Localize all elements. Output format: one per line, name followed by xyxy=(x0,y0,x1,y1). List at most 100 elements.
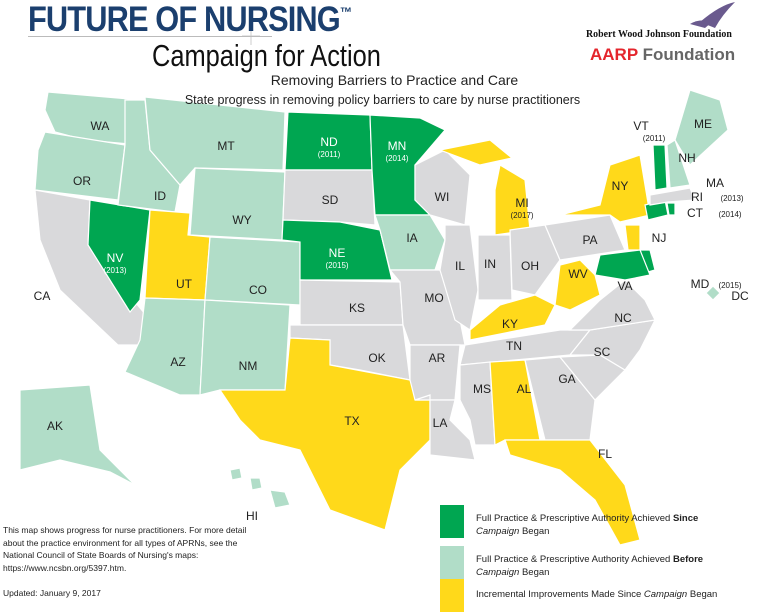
state-label-wy: WY xyxy=(232,213,251,227)
legend-label: Full Practice & Prescriptive Authority A… xyxy=(476,513,699,537)
state-label-wv: WV xyxy=(568,267,587,281)
state-label-va: VA xyxy=(617,279,632,293)
state-label-ak: AK xyxy=(47,419,63,433)
state-label-ct: CT xyxy=(687,206,704,220)
state-sd xyxy=(282,169,376,226)
state-ms xyxy=(459,361,496,446)
state-year-vt: (2011) xyxy=(643,134,666,143)
state-label-mi: MI xyxy=(515,196,528,210)
legend-item-incremental: Incremental Improvements Made Since Camp… xyxy=(440,579,717,612)
state-year-ri: (2013) xyxy=(720,194,743,203)
state-nj xyxy=(624,224,641,251)
state-nh xyxy=(666,139,691,189)
campaign-subtitle: Campaign for Action xyxy=(152,38,381,73)
state-dc xyxy=(705,285,721,301)
legend-swatch-incremental xyxy=(440,579,464,612)
state-ny xyxy=(559,154,651,223)
state-nm xyxy=(199,299,291,396)
state-ri xyxy=(666,202,676,216)
state-year-nd: (2011) xyxy=(318,150,341,159)
state-year-ne: (2015) xyxy=(325,261,348,270)
state-ga xyxy=(524,356,596,441)
state-label-mo: MO xyxy=(424,291,443,305)
legend-label: Full Practice & Prescriptive Authority A… xyxy=(476,554,704,578)
state-label-az: AZ xyxy=(170,355,185,369)
state-ne xyxy=(281,219,393,281)
legend-swatch-since xyxy=(440,505,464,538)
state-label-md: MD xyxy=(691,277,710,291)
state-label-vt: VT xyxy=(633,119,649,133)
state-nv xyxy=(87,199,151,314)
state-wy xyxy=(189,167,286,241)
state-year-mn: (2014) xyxy=(385,154,408,163)
state-oh xyxy=(509,224,561,296)
state-label-me: ME xyxy=(694,117,712,131)
aarp-foundation-logo: AARP Foundation xyxy=(590,45,736,64)
state-me xyxy=(674,89,729,166)
state-md xyxy=(594,249,651,281)
map-subheading: State progress in removing policy barrie… xyxy=(184,93,581,107)
state-label-nm: NM xyxy=(239,359,258,373)
state-ak xyxy=(19,384,136,486)
state-la xyxy=(414,394,476,461)
state-label-in: IN xyxy=(484,257,496,271)
state-label-wi: WI xyxy=(435,190,450,204)
state-hi xyxy=(229,467,291,509)
state-il xyxy=(439,224,479,331)
state-label-nv: NV xyxy=(107,251,124,265)
state-label-ca: CA xyxy=(34,289,51,303)
state-label-ks: KS xyxy=(349,301,365,315)
state-label-oh: OH xyxy=(521,259,539,273)
state-label-sd: SD xyxy=(322,193,339,207)
state-or xyxy=(34,131,126,201)
map-note: This map shows progress for nurse practi… xyxy=(3,525,247,573)
state-label-ar: AR xyxy=(429,351,446,365)
state-label-sc: SC xyxy=(594,345,611,359)
state-label-nj: NJ xyxy=(652,231,667,245)
state-label-il: IL xyxy=(455,259,465,273)
state-label-ia: IA xyxy=(406,231,417,245)
state-label-co: CO xyxy=(249,283,267,297)
state-label-ut: UT xyxy=(176,277,193,291)
legend-item-before: Full Practice & Prescriptive Authority A… xyxy=(440,546,703,579)
state-label-de: DE xyxy=(667,251,684,265)
state-vt xyxy=(652,144,668,191)
state-va xyxy=(568,279,656,331)
campaign-title: FUTURE OF NURSING™ xyxy=(28,0,352,39)
state-label-nd: ND xyxy=(320,135,338,149)
state-label-ri: RI xyxy=(691,190,703,204)
state-year-ct: (2014) xyxy=(718,210,741,219)
rwjf-logo-icon xyxy=(690,2,735,28)
state-label-al: AL xyxy=(517,382,532,396)
state-label-tx: TX xyxy=(344,414,359,428)
state-label-or: OR xyxy=(73,174,91,188)
state-label-ok: OK xyxy=(368,351,385,365)
state-label-mn: MN xyxy=(388,139,407,153)
legend-item-since: Full Practice & Prescriptive Authority A… xyxy=(440,505,698,538)
state-label-ky: KY xyxy=(502,317,518,331)
map-heading: Removing Barriers to Practice and Care xyxy=(270,72,519,88)
state-label-ms: MS xyxy=(473,382,491,396)
state-label-fl: FL xyxy=(598,447,612,461)
state-label-ga: GA xyxy=(558,372,575,386)
state-label-id: ID xyxy=(154,189,166,203)
title-divider xyxy=(28,36,272,37)
state-label-hi: HI xyxy=(246,509,258,523)
state-label-la: LA xyxy=(433,416,448,430)
state-label-mt: MT xyxy=(217,139,235,153)
state-label-tn: TN xyxy=(506,339,522,353)
state-label-pa: PA xyxy=(582,233,597,247)
state-label-ny: NY xyxy=(612,179,629,193)
state-label-nh: NH xyxy=(678,151,695,165)
rwjf-logo-text: Robert Wood Johnson Foundation xyxy=(586,28,732,40)
state-ma xyxy=(649,187,696,206)
state-label-wa: WA xyxy=(91,119,110,133)
state-in xyxy=(477,234,513,301)
legend-swatch-before xyxy=(440,546,464,579)
state-year-nv: (2013) xyxy=(103,266,126,275)
state-year-mi: (2017) xyxy=(510,211,533,220)
state-fl xyxy=(504,439,641,546)
state-label-dc: DC xyxy=(731,289,749,303)
updated-date: Updated: January 9, 2017 xyxy=(3,588,101,598)
